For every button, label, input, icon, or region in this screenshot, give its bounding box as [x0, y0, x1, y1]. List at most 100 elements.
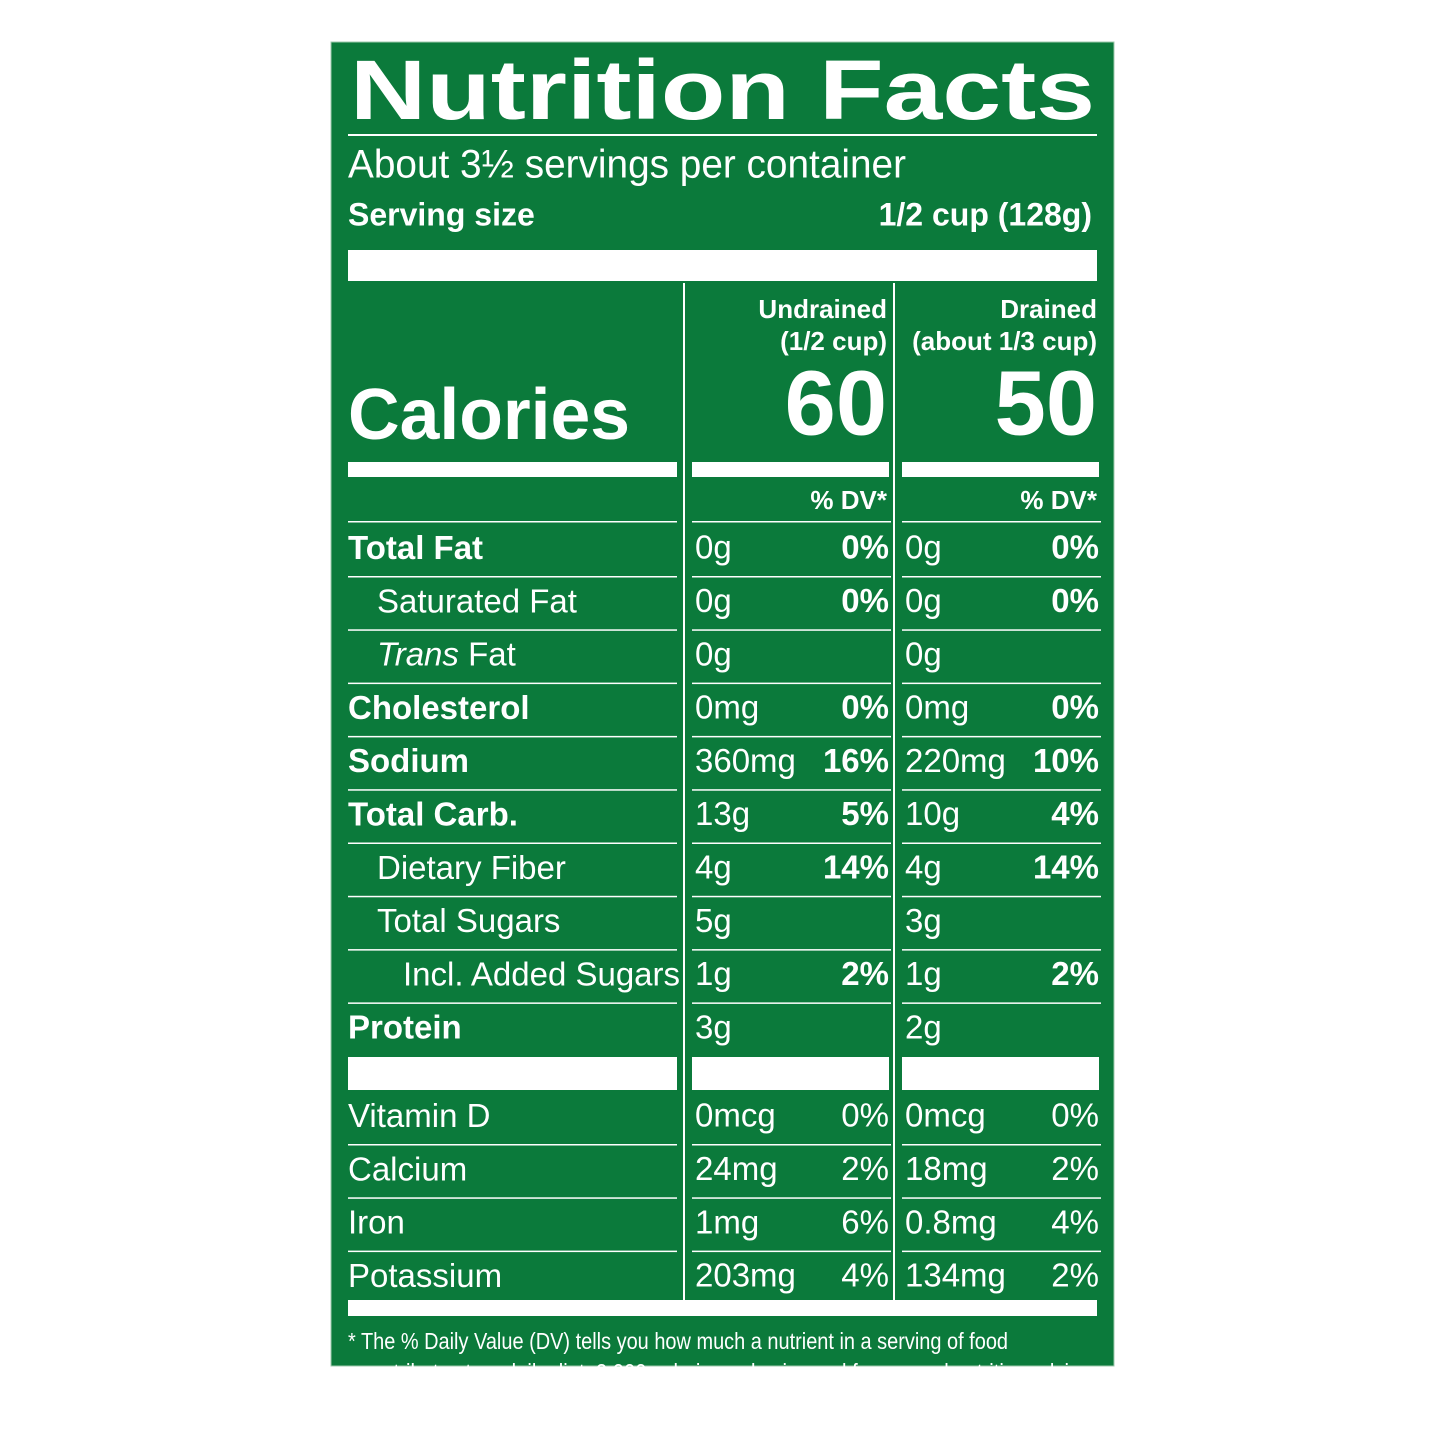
column-amount: (1/2 cup)	[780, 326, 887, 356]
rule	[692, 895, 891, 898]
nutrient-name: Cholesterol	[348, 689, 530, 726]
thick-rule	[692, 462, 889, 477]
rule	[692, 1144, 891, 1146]
amount: 1g	[905, 955, 942, 992]
rule	[692, 629, 891, 631]
rule	[902, 1250, 1101, 1253]
nutrient-name-text: Calcium	[348, 1150, 467, 1187]
rule	[902, 895, 1101, 898]
amount: 0g	[905, 529, 942, 566]
column-amount: (about 1/3 cup)	[912, 326, 1097, 356]
dv-header: % DV*	[810, 485, 887, 515]
rule	[692, 682, 891, 685]
rule	[348, 682, 677, 685]
amount: 5g	[695, 902, 732, 939]
nutrient-name: Total Fat	[348, 529, 483, 566]
amount: 24mg	[695, 1150, 778, 1187]
thick-rule	[692, 1057, 889, 1090]
rule	[902, 1197, 1101, 1199]
amount: 0mg	[905, 689, 969, 726]
rule	[348, 576, 677, 578]
footnote: * The % Daily Value (DV) tells you how m…	[348, 1328, 1008, 1354]
daily-value: 0%	[1051, 689, 1099, 726]
rule	[692, 735, 891, 738]
rule	[348, 842, 677, 844]
column-name: Drained	[1000, 294, 1097, 324]
nutrient-name-text: Total Fat	[348, 529, 483, 566]
nutrient-name-text: Fat	[459, 635, 516, 672]
daily-value: 2%	[1051, 955, 1099, 992]
rule	[902, 789, 1101, 791]
nutrient-name-italic: Trans	[377, 635, 459, 672]
daily-value: 10%	[1033, 742, 1099, 779]
rule	[692, 1002, 891, 1004]
rule	[348, 1002, 677, 1004]
daily-value: 0%	[841, 1097, 889, 1134]
nutrient-name: Vitamin D	[348, 1097, 490, 1134]
nutrient-name: Dietary Fiber	[377, 849, 566, 886]
rule	[902, 1144, 1101, 1146]
nutrient-name-text: Protein	[348, 1008, 462, 1045]
amount: 18mg	[905, 1150, 988, 1187]
rule	[348, 789, 677, 791]
nutrient-name: Total Sugars	[377, 902, 560, 939]
nutrient-name: Trans Fat	[377, 635, 516, 672]
amount: 220mg	[905, 742, 1006, 779]
nutrient-name: Total Carb.	[348, 795, 518, 832]
daily-value: 2%	[1051, 1150, 1099, 1187]
nutrient-name: Sodium	[348, 742, 469, 779]
thick-rule	[348, 462, 677, 477]
rule	[348, 521, 677, 523]
amount: 0mcg	[695, 1097, 776, 1134]
amount: 4g	[905, 849, 942, 886]
amount: 360mg	[695, 742, 796, 779]
calories-value: 60	[785, 352, 887, 454]
amount: 0g	[905, 635, 942, 672]
rule	[902, 682, 1101, 685]
rule	[902, 735, 1101, 738]
column-divider	[683, 283, 685, 1300]
rule	[692, 789, 891, 791]
rule	[692, 576, 891, 578]
rule	[348, 1197, 677, 1199]
rule	[902, 1002, 1101, 1004]
rule	[348, 134, 1097, 136]
nutrient-name-text: Cholesterol	[348, 689, 530, 726]
amount: 13g	[695, 795, 750, 832]
column-name: Undrained	[758, 294, 887, 324]
daily-value: 16%	[823, 742, 889, 779]
nutrient-name-text: Total Sugars	[377, 902, 560, 939]
thick-rule	[902, 462, 1099, 477]
dv-header: % DV*	[1020, 485, 1097, 515]
nutrient-name-text: Total Carb.	[348, 795, 518, 832]
calories-value: 50	[995, 352, 1097, 454]
amount: 1g	[695, 955, 732, 992]
rule	[692, 949, 891, 951]
amount: 203mg	[695, 1257, 796, 1294]
rule	[692, 842, 891, 844]
rule	[692, 1197, 891, 1199]
amount: 0g	[695, 635, 732, 672]
daily-value: 0%	[841, 529, 889, 566]
daily-value: 2%	[841, 1150, 889, 1187]
thick-rule	[348, 1057, 677, 1090]
nutrient-name-text: Dietary Fiber	[377, 849, 566, 886]
rule	[692, 521, 891, 523]
rule	[348, 1144, 677, 1146]
amount: 0mg	[695, 689, 759, 726]
amount: 4g	[695, 849, 732, 886]
nutrient-name-text: Potassium	[348, 1257, 502, 1294]
rule	[348, 1250, 677, 1253]
daily-value: 4%	[1051, 1203, 1099, 1240]
calories-label: Calories	[348, 375, 630, 455]
daily-value: 4%	[841, 1257, 889, 1294]
daily-value: 6%	[841, 1203, 889, 1240]
amount: 3g	[695, 1008, 732, 1045]
daily-value: 0%	[1051, 1097, 1099, 1134]
rule	[348, 949, 677, 951]
rule	[348, 735, 677, 738]
daily-value: 0%	[841, 582, 889, 619]
rule	[348, 895, 677, 898]
